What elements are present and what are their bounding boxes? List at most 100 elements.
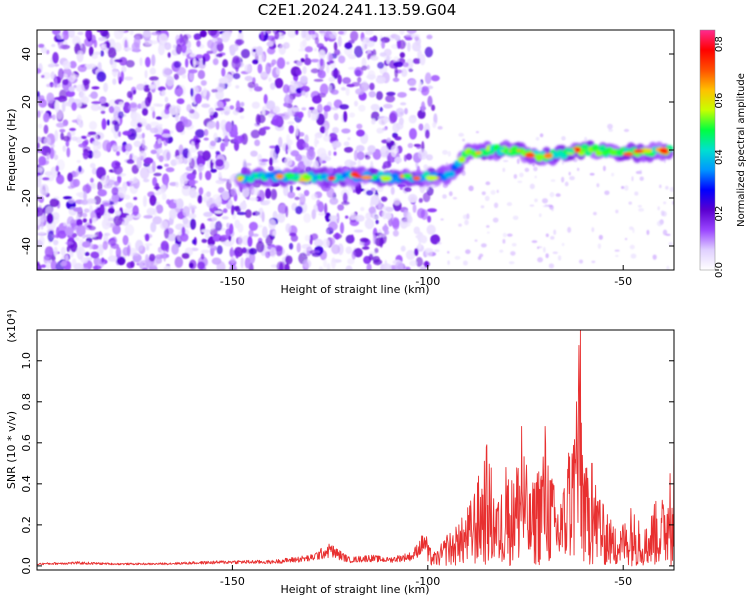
noise-blob bbox=[130, 260, 135, 268]
noise-blob bbox=[90, 198, 96, 204]
noise-blob bbox=[152, 110, 156, 119]
noise-blob bbox=[152, 216, 163, 225]
ridge-blob bbox=[591, 144, 600, 152]
noise-blob bbox=[121, 65, 127, 73]
noise-blob bbox=[211, 38, 218, 42]
noise-blob bbox=[285, 144, 289, 155]
noise-blob bbox=[349, 161, 357, 166]
noise-blob bbox=[261, 211, 265, 223]
noise-blob bbox=[240, 257, 244, 269]
noise-blob bbox=[260, 31, 264, 41]
noise-blob bbox=[151, 54, 156, 67]
spectrogram-ticks: -150 -100 -50 -40 -20 0 20 40 bbox=[20, 47, 674, 288]
noise-blob bbox=[343, 110, 348, 123]
noise-blob bbox=[629, 226, 634, 231]
ridge-blob bbox=[457, 155, 466, 163]
noise-blob bbox=[311, 193, 318, 201]
noise-blob bbox=[212, 159, 216, 163]
noise-blob bbox=[412, 58, 422, 65]
noise-blob bbox=[399, 30, 405, 36]
noise-blob bbox=[298, 132, 305, 137]
noise-blob bbox=[427, 215, 432, 223]
noise-blob bbox=[573, 158, 578, 163]
noise-blob bbox=[146, 207, 156, 216]
noise-blob bbox=[44, 171, 53, 176]
noise-blob bbox=[366, 263, 372, 270]
noise-blob bbox=[272, 105, 281, 114]
noise-blob bbox=[101, 218, 111, 230]
noise-blob bbox=[188, 178, 196, 187]
noise-blob bbox=[346, 83, 355, 88]
noise-blob bbox=[663, 201, 667, 205]
ridge-hotspot bbox=[487, 150, 495, 155]
noise-blob bbox=[198, 187, 204, 196]
noise-blob bbox=[319, 83, 329, 96]
noise-blob bbox=[207, 244, 216, 249]
noise-blob bbox=[132, 155, 139, 161]
noise-blob bbox=[418, 197, 423, 203]
noise-blob bbox=[148, 84, 156, 90]
noise-blob bbox=[76, 218, 83, 227]
noise-blob bbox=[231, 236, 235, 244]
noise-blob bbox=[143, 30, 152, 38]
noise-blob bbox=[614, 249, 620, 252]
noise-blob bbox=[51, 43, 56, 48]
noise-blob bbox=[191, 239, 197, 245]
noise-blob bbox=[390, 186, 395, 195]
noise-blob bbox=[303, 213, 312, 223]
noise-blob bbox=[93, 195, 102, 205]
noise-blob bbox=[231, 204, 235, 216]
noise-blob bbox=[174, 155, 183, 165]
noise-blob bbox=[356, 129, 365, 137]
noise-blob bbox=[377, 129, 384, 134]
noise-blob bbox=[37, 110, 41, 118]
noise-blob bbox=[409, 87, 417, 91]
noise-blob bbox=[113, 215, 123, 226]
noise-blob bbox=[201, 103, 210, 108]
noise-blob bbox=[405, 153, 413, 161]
noise-blob bbox=[252, 233, 259, 237]
noise-blob bbox=[77, 64, 87, 73]
noise-blob bbox=[225, 121, 233, 133]
noise-blob bbox=[88, 120, 98, 130]
noise-blob bbox=[172, 44, 177, 49]
noise-blob bbox=[287, 191, 296, 199]
noise-blob bbox=[99, 203, 105, 216]
noise-blob bbox=[306, 148, 316, 161]
noise-blob bbox=[52, 114, 56, 121]
noise-blob bbox=[76, 86, 82, 92]
noise-blob bbox=[427, 95, 433, 107]
noise-blob bbox=[294, 30, 299, 36]
noise-blob bbox=[40, 222, 44, 230]
noise-blob bbox=[108, 200, 115, 205]
noise-blob bbox=[345, 265, 353, 270]
noise-blob bbox=[128, 178, 139, 184]
noise-blob bbox=[486, 231, 490, 234]
noise-blob bbox=[76, 159, 81, 163]
noise-blob bbox=[137, 103, 142, 109]
noise-blob bbox=[252, 212, 256, 216]
noise-blob bbox=[46, 152, 50, 160]
noise-blob bbox=[302, 66, 307, 75]
noise-blob bbox=[62, 60, 71, 70]
x-tick-label: -150 bbox=[220, 575, 245, 588]
y-tick-label: 0 bbox=[20, 147, 33, 154]
noise-blob bbox=[169, 208, 177, 220]
noise-blob bbox=[202, 87, 208, 97]
noise-blob bbox=[490, 190, 496, 195]
noise-blob bbox=[395, 107, 405, 118]
noise-blob bbox=[74, 237, 80, 241]
noise-blob bbox=[414, 36, 419, 41]
noise-blob bbox=[90, 251, 100, 259]
noise-blob bbox=[94, 209, 100, 213]
noise-blob bbox=[163, 249, 167, 262]
noise-blob bbox=[309, 34, 316, 39]
noise-blob bbox=[262, 106, 266, 118]
noise-blob bbox=[406, 30, 417, 34]
noise-blob bbox=[289, 184, 294, 193]
noise-blob bbox=[408, 128, 417, 140]
noise-blob bbox=[132, 252, 140, 256]
noise-blob bbox=[639, 169, 643, 175]
noise-blob bbox=[104, 232, 111, 236]
noise-blob bbox=[555, 193, 561, 197]
